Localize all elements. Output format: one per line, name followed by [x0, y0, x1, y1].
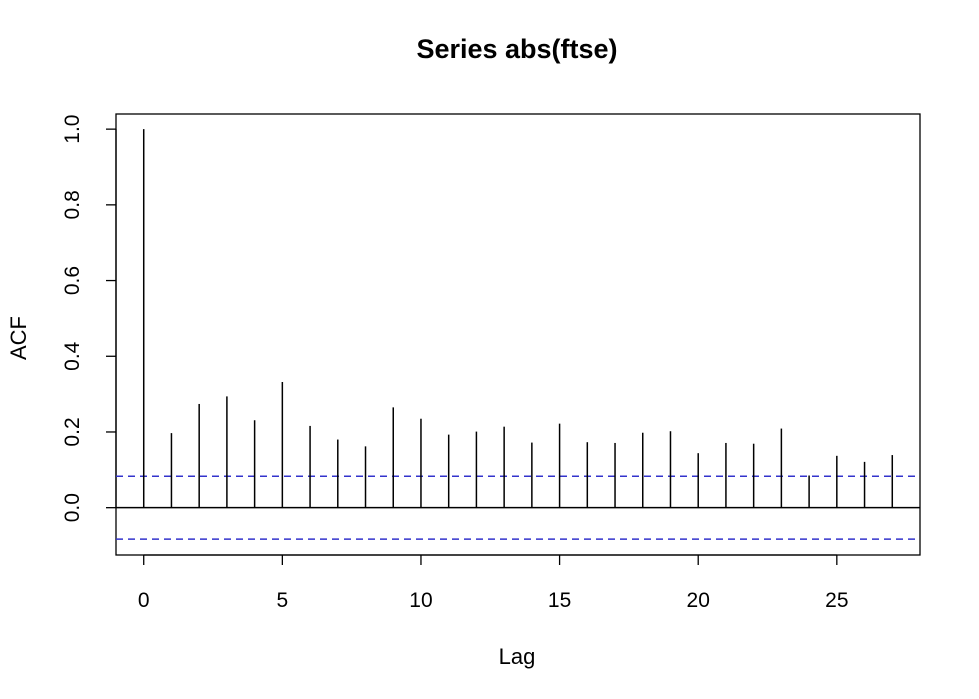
x-tick-label: 0	[138, 589, 150, 612]
x-axis: 0 5 10 15 20 25	[138, 554, 849, 612]
y-tick-label: 0.4	[61, 341, 84, 371]
y-tick-label: 0.8	[61, 190, 84, 219]
y-axis: 0.0 0.2 0.4 0.6 0.8 1.0	[61, 115, 117, 522]
y-axis-label: ACF	[6, 316, 31, 360]
plot-frame	[115, 113, 921, 556]
confidence-bounds	[116, 475, 920, 540]
y-tick-label: 0.6	[61, 266, 84, 295]
x-tick-label: 20	[687, 589, 710, 612]
x-tick-label: 5	[277, 589, 289, 612]
x-axis-label: Lag	[499, 644, 536, 669]
chart-title: Series abs(ftse)	[416, 34, 617, 64]
y-tick-label: 0.0	[61, 493, 84, 522]
x-tick-label: 15	[548, 589, 571, 612]
acf-bars	[142, 129, 894, 508]
x-tick-label: 25	[825, 589, 848, 612]
y-tick-label: 1.0	[61, 115, 84, 144]
y-tick-label: 0.2	[61, 417, 84, 446]
x-tick-label: 10	[409, 589, 432, 612]
